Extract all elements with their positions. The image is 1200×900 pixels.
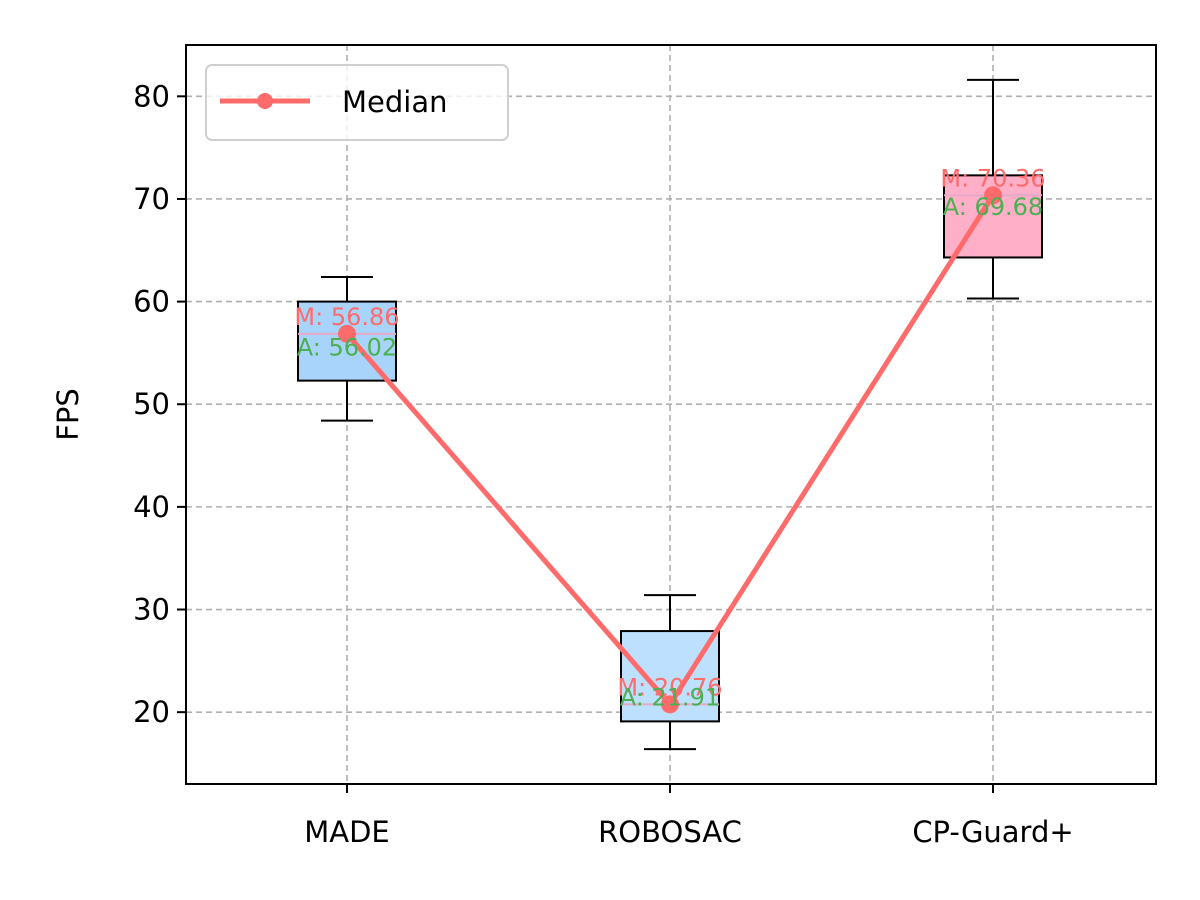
y-tick-label-2: 40 [133,490,170,524]
legend-median-label: Median [342,85,447,119]
x-tick-label-0: MADE [304,815,390,849]
median-point-0 [338,324,356,343]
median-series [338,186,1002,714]
y-tick-label-5: 70 [133,182,170,216]
x-tick-label-2: CP-Guard+ [912,815,1073,849]
y-tick-label-6: 80 [133,79,170,113]
y-tick-label-3: 50 [133,387,170,421]
legend: Median [205,64,509,141]
y-tick-label-4: 60 [133,285,170,319]
median-point-1 [661,695,679,714]
legend-box [205,64,509,141]
mean-annotation-0: A: 56.02 [297,333,397,361]
y-axis-label: FPS [51,388,85,441]
x-tick-label-1: ROBOSAC [598,815,742,849]
median-annotation-2: M: 70.36 [940,164,1045,192]
y-tick-label-0: 20 [133,695,170,729]
y-axis-ticks: 20 30 40 50 60 70 80 [133,79,186,729]
y-tick-label-1: 30 [133,593,170,627]
value-annotations: M: 56.86A: 56.02 M: 20.76A: 21.91 M: 70.36… [294,164,1045,711]
legend-median-marker [257,93,273,109]
median-annotation-0: M: 56.86 [294,303,399,331]
x-axis-ticks: MADE ROBOSAC CP-Guard+ [304,784,1074,849]
mean-annotation-1: A: 21.91 [620,684,720,712]
mean-annotation-2: A: 69.68 [943,193,1043,221]
median-annotation-1: M: 20.76 [617,673,722,701]
median-point-2 [984,186,1002,205]
